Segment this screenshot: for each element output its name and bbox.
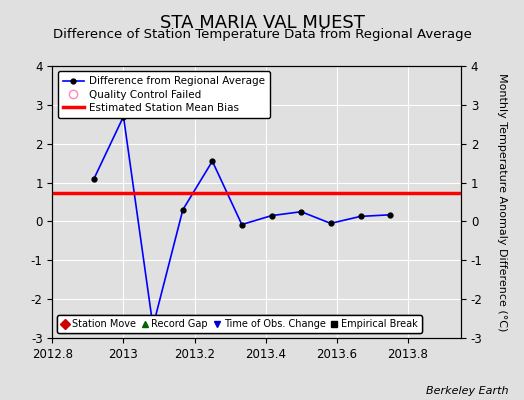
- Text: STA MARIA VAL MUEST: STA MARIA VAL MUEST: [160, 14, 364, 32]
- Y-axis label: Monthly Temperature Anomaly Difference (°C): Monthly Temperature Anomaly Difference (…: [497, 73, 507, 331]
- Legend: Station Move, Record Gap, Time of Obs. Change, Empirical Break: Station Move, Record Gap, Time of Obs. C…: [57, 315, 422, 333]
- Text: Berkeley Earth: Berkeley Earth: [426, 386, 508, 396]
- Text: Difference of Station Temperature Data from Regional Average: Difference of Station Temperature Data f…: [52, 28, 472, 41]
